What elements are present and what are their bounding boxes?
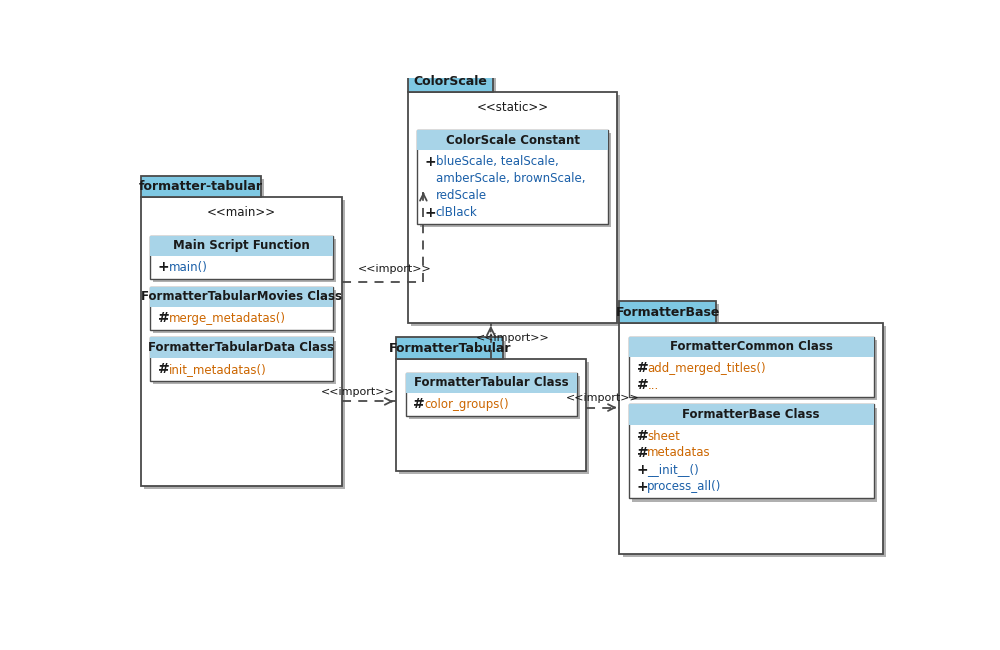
Bar xyxy=(408,92,617,323)
Text: clBlack: clBlack xyxy=(436,206,478,219)
Bar xyxy=(153,290,336,333)
Text: merge_metadatas(): merge_metadatas() xyxy=(168,312,285,325)
Text: ColorScale Constant: ColorScale Constant xyxy=(446,134,580,147)
Text: ColorScale: ColorScale xyxy=(414,75,487,88)
Bar xyxy=(396,337,503,359)
Text: redScale: redScale xyxy=(436,189,487,202)
Bar xyxy=(144,179,264,200)
Text: Main Script Function: Main Script Function xyxy=(173,239,310,252)
Text: amberScale, brownScale,: amberScale, brownScale, xyxy=(436,172,585,185)
Text: FormatterTabularData Class: FormatterTabularData Class xyxy=(148,341,334,354)
Bar xyxy=(408,70,493,92)
Bar xyxy=(399,362,589,474)
Bar xyxy=(150,236,333,256)
Bar xyxy=(140,198,342,486)
Bar xyxy=(629,404,874,499)
Text: color_groups(): color_groups() xyxy=(424,398,509,411)
Text: FormatterTabular Class: FormatterTabular Class xyxy=(414,376,568,389)
Bar xyxy=(623,304,719,326)
Text: process_all(): process_all() xyxy=(647,480,722,493)
Text: <<import>>: <<import>> xyxy=(476,333,549,343)
Text: #: # xyxy=(637,361,648,375)
Bar xyxy=(409,376,580,419)
Bar xyxy=(153,239,336,282)
Bar xyxy=(411,73,496,95)
Text: #: # xyxy=(158,362,169,376)
Text: #: # xyxy=(158,311,169,325)
Bar xyxy=(619,302,716,323)
Text: +: + xyxy=(425,155,437,169)
Bar xyxy=(632,408,877,502)
Bar xyxy=(150,287,333,307)
Text: blueScale, tealScale,: blueScale, tealScale, xyxy=(436,155,559,168)
Bar xyxy=(150,236,333,279)
Text: metadatas: metadatas xyxy=(647,447,711,460)
Text: sheet: sheet xyxy=(647,430,680,443)
Bar xyxy=(411,95,620,326)
Bar xyxy=(417,131,608,224)
Bar xyxy=(150,287,333,330)
Text: +: + xyxy=(158,261,169,274)
Text: FormatterBase: FormatterBase xyxy=(616,306,720,318)
Text: +: + xyxy=(425,206,437,220)
Bar xyxy=(153,341,336,384)
Text: <<import>>: <<import>> xyxy=(358,264,432,274)
Text: <<import>>: <<import>> xyxy=(321,387,394,397)
Text: FormatterTabularMovies Class: FormatterTabularMovies Class xyxy=(141,290,342,303)
Text: +: + xyxy=(637,480,648,494)
Text: +: + xyxy=(637,463,648,477)
Bar xyxy=(629,337,874,357)
Text: main(): main() xyxy=(168,261,207,274)
Text: __init__(): __init__() xyxy=(647,463,699,476)
Text: formatter-tabular: formatter-tabular xyxy=(139,180,263,193)
Bar xyxy=(144,200,345,489)
Bar xyxy=(629,337,874,396)
Text: #: # xyxy=(637,446,648,460)
Bar xyxy=(623,326,886,557)
Text: FormatterCommon Class: FormatterCommon Class xyxy=(670,340,833,353)
Bar xyxy=(420,133,611,228)
Text: ...: ... xyxy=(647,379,659,392)
Bar xyxy=(629,404,874,424)
Text: #: # xyxy=(413,398,425,411)
Text: #: # xyxy=(637,429,648,443)
Bar xyxy=(399,341,506,362)
Bar xyxy=(150,337,333,358)
Text: init_metadatas(): init_metadatas() xyxy=(168,363,266,376)
Text: <<import>>: <<import>> xyxy=(566,393,639,402)
Bar xyxy=(632,340,877,400)
Text: FormatterTabular: FormatterTabular xyxy=(388,342,511,355)
Bar xyxy=(619,323,883,554)
Text: add_merged_titles(): add_merged_titles() xyxy=(647,362,766,375)
Bar xyxy=(406,373,577,393)
Bar xyxy=(150,337,333,381)
Text: #: # xyxy=(637,378,648,392)
Text: <<main>>: <<main>> xyxy=(207,206,276,219)
Text: <<static>>: <<static>> xyxy=(476,101,549,114)
Bar xyxy=(417,131,608,150)
Bar xyxy=(140,176,261,198)
Bar xyxy=(406,373,577,416)
Bar xyxy=(396,359,586,471)
Text: FormatterBase Class: FormatterBase Class xyxy=(682,408,820,421)
